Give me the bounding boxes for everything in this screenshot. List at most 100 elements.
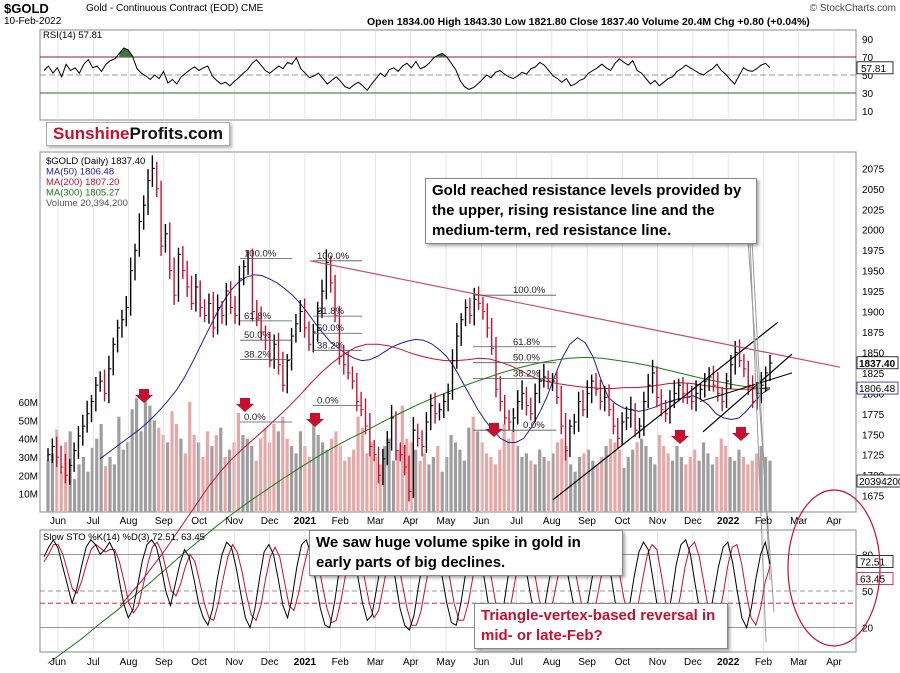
volume-bar bbox=[635, 442, 639, 512]
decline-arrow-icon bbox=[236, 398, 254, 412]
volume-bar bbox=[143, 391, 148, 512]
month-tick-label-price: Jul bbox=[510, 516, 523, 527]
volume-bar bbox=[59, 471, 63, 512]
price-label: 1806.48 bbox=[859, 384, 896, 395]
month-tick-label-price: Jun bbox=[50, 516, 66, 527]
volume-bar bbox=[157, 427, 161, 512]
volume-bar bbox=[214, 435, 218, 512]
month-tick-label-sto: Mar bbox=[367, 657, 385, 668]
volume-bar bbox=[108, 457, 112, 512]
volume-bar bbox=[732, 460, 737, 512]
sto-last-value-label: 72.51 bbox=[860, 558, 885, 569]
volume-bar bbox=[422, 453, 427, 512]
sto-title: Slow STO %K(14) %D(3) 72.51, 63.45 bbox=[43, 532, 205, 543]
volume-bar bbox=[427, 464, 431, 512]
decline-arrow-icon bbox=[135, 389, 153, 403]
month-tick-label-sto: Jul bbox=[510, 657, 523, 668]
volume-bar bbox=[126, 442, 130, 512]
volume-axis-label: 20M bbox=[19, 471, 38, 482]
volume-bar bbox=[236, 413, 241, 512]
volume-bar bbox=[121, 449, 125, 512]
volume-bar bbox=[219, 427, 223, 512]
volume-bar bbox=[484, 453, 489, 512]
fibonacci-level-label: 50.0% bbox=[244, 330, 271, 341]
price-tick-label: 1925 bbox=[862, 287, 885, 298]
volume-bar bbox=[418, 460, 422, 512]
fibonacci-level-label: 61.8% bbox=[317, 306, 344, 317]
price-label: 1837.40 bbox=[859, 359, 896, 370]
month-tick-label-price: Mar bbox=[790, 516, 808, 527]
volume-bar bbox=[95, 438, 99, 512]
sto-tick-label: 20 bbox=[862, 624, 874, 635]
volume-bar bbox=[383, 446, 387, 512]
volume-bar bbox=[569, 464, 573, 512]
volume-axis-label: 60M bbox=[19, 398, 38, 409]
price-tick-label: 1675 bbox=[862, 492, 885, 503]
volume-bar bbox=[631, 449, 635, 512]
volume-bar bbox=[693, 449, 697, 512]
volume-bar bbox=[409, 442, 413, 512]
month-tick-label-price: Sep bbox=[578, 516, 596, 527]
volume-bar bbox=[352, 449, 356, 512]
volume-bar bbox=[436, 446, 440, 512]
volume-bar bbox=[746, 464, 750, 512]
volume-bar bbox=[573, 471, 577, 512]
volume-bar bbox=[458, 449, 462, 512]
volume-bar bbox=[148, 405, 152, 512]
volume-bar bbox=[139, 431, 143, 512]
month-tick-label-sto: Jun bbox=[473, 657, 489, 668]
volume-bar bbox=[591, 460, 595, 512]
volume-bar bbox=[210, 446, 214, 512]
sto-tick-label: 50 bbox=[862, 587, 874, 598]
volume-bar bbox=[724, 446, 728, 512]
month-tick-label-sto: May bbox=[437, 657, 456, 668]
fibonacci-level-label: 50.0% bbox=[513, 353, 540, 364]
price-tick-label: 1750 bbox=[862, 430, 885, 441]
volume-bar bbox=[112, 464, 117, 512]
price-tick-label: 2050 bbox=[862, 185, 885, 196]
price-tick-label: 2025 bbox=[862, 205, 885, 216]
volume-bar bbox=[542, 457, 546, 512]
volume-bar bbox=[577, 457, 582, 512]
volume-bar bbox=[387, 438, 391, 512]
volume-bar bbox=[316, 435, 320, 512]
price-tick-label: 2075 bbox=[862, 164, 885, 175]
decline-arrow-icon bbox=[485, 423, 503, 437]
volume-bar bbox=[697, 460, 701, 512]
volume-axis-label: 10M bbox=[19, 490, 38, 501]
volume-bar bbox=[653, 464, 657, 512]
fibonacci-level-label: 100.0% bbox=[317, 251, 350, 262]
price-label-box bbox=[856, 356, 899, 370]
upper-triangle-line bbox=[552, 321, 779, 501]
moving-average-line bbox=[47, 356, 771, 664]
volume-note: We saw huge volume spike in gold in earl… bbox=[309, 530, 623, 576]
volume-bar bbox=[90, 447, 94, 512]
volume-bar bbox=[582, 453, 586, 512]
stockcharts-credit[interactable]: © StockCharts.com bbox=[809, 3, 896, 14]
volume-bar bbox=[759, 446, 763, 512]
decline-arrow-icon bbox=[671, 430, 689, 444]
sto-last-value-box bbox=[856, 555, 894, 568]
sto-last-value-box bbox=[856, 572, 894, 585]
reversal-window-ellipse bbox=[787, 489, 881, 647]
volume-bar bbox=[174, 424, 179, 512]
chart-date: 10-Feb-2022 bbox=[4, 16, 62, 27]
volume-bar bbox=[489, 457, 493, 512]
month-tick-label-sto: Mar bbox=[790, 657, 808, 668]
month-tick-label-sto: Feb bbox=[755, 657, 773, 668]
volume-bar bbox=[250, 446, 254, 512]
volume-bar bbox=[294, 453, 298, 512]
volume-bar bbox=[737, 449, 741, 512]
volume-bar bbox=[50, 453, 55, 512]
month-tick-label-price: Oct bbox=[191, 516, 207, 527]
rsi-last-value-box bbox=[856, 61, 894, 75]
volume-bar bbox=[476, 431, 480, 512]
volume-bar bbox=[679, 457, 684, 512]
volume-bar bbox=[86, 471, 90, 512]
volume-bar bbox=[502, 424, 506, 512]
month-tick-label-sto: Aug bbox=[543, 657, 561, 668]
volume-bar bbox=[152, 420, 156, 512]
month-tick-label-sto: 2021 bbox=[294, 657, 317, 668]
volume-bar bbox=[586, 449, 590, 512]
volume-bar bbox=[507, 438, 511, 512]
